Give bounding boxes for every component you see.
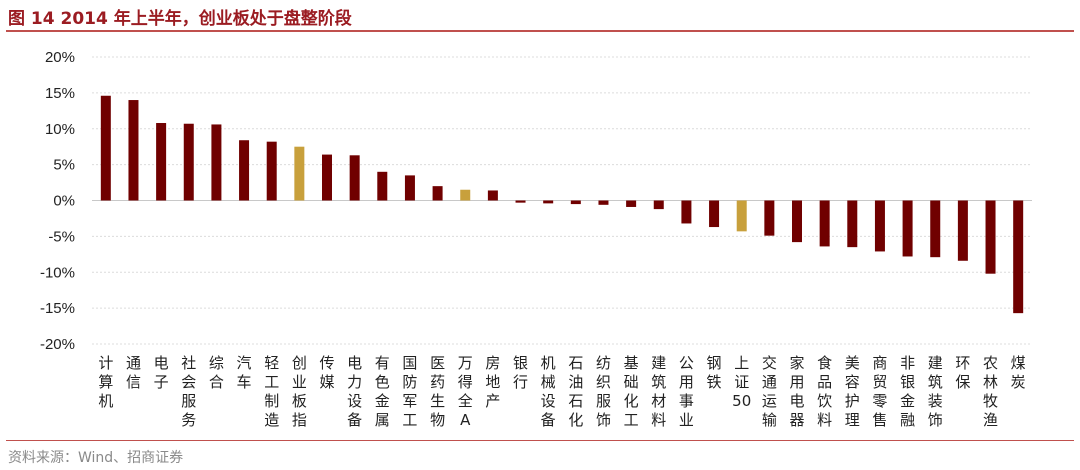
category-label: 综合 xyxy=(209,354,224,391)
grid-lines xyxy=(92,56,1032,345)
category-label: 农林牧渔 xyxy=(983,354,998,429)
bar-9 xyxy=(322,154,332,201)
category-label: 医药生物 xyxy=(430,354,445,429)
bar-15 xyxy=(487,190,498,201)
category-label: 食品饮料 xyxy=(817,354,832,429)
category-label: 机械设备 xyxy=(541,354,556,429)
bar-chart: 20% 15% 10% 5% 0% -5% -10% -15% -20% 计算机通信电子社会服务… xyxy=(40,49,1032,429)
x-axis-categories: 计算机通信电子社会服务综合汽车轻工制造创业板指传媒电力设备有色金属国防军工医药生… xyxy=(98,354,1025,429)
bar-5 xyxy=(211,124,222,201)
category-label: 建筑材料 xyxy=(651,354,666,429)
bar-25 xyxy=(764,200,775,236)
bar-2 xyxy=(128,100,139,201)
y-tick-label: 5% xyxy=(53,157,75,174)
y-tick-label: -5% xyxy=(48,228,75,245)
category-label: 万得全 A xyxy=(458,354,473,429)
category-label: 传媒 xyxy=(319,354,334,391)
y-tick-label: 10% xyxy=(45,121,75,138)
category-label: 房地产 xyxy=(485,354,500,410)
bar-27 xyxy=(819,200,830,247)
category-label: 钢铁 xyxy=(707,354,722,391)
category-label: 有色金属 xyxy=(375,354,390,429)
bar-11 xyxy=(377,171,388,201)
y-tick-label: 0% xyxy=(53,193,75,210)
bar-20 xyxy=(626,200,637,207)
chart-title: 图 14 2014 年上半年，创业板处于盘整阶段 xyxy=(8,9,352,29)
bar-12 xyxy=(404,175,415,201)
bar-28 xyxy=(847,200,858,248)
category-label: 环保 xyxy=(955,354,970,391)
bar-4 xyxy=(183,123,194,201)
bar-7 xyxy=(266,141,277,201)
bar-16 xyxy=(515,200,526,203)
bar-34 xyxy=(1013,200,1024,314)
y-tick-label: -15% xyxy=(40,300,75,317)
category-label: 建筑装饰 xyxy=(928,354,943,429)
y-axis-ticks: 20% 15% 10% 5% 0% -5% -10% -15% -20% xyxy=(40,49,75,353)
category-label: 纺织服饰 xyxy=(596,354,611,429)
bar-21 xyxy=(653,200,664,210)
category-label: 创业板指 xyxy=(292,354,307,429)
bar-33 xyxy=(985,200,996,274)
bar-22 xyxy=(681,200,692,224)
bars xyxy=(100,95,1024,314)
bar-30 xyxy=(902,200,913,257)
footer-divider xyxy=(6,440,1074,441)
category-label: 电子 xyxy=(154,354,169,391)
bar-3 xyxy=(156,123,167,201)
bar-19 xyxy=(598,200,609,205)
category-label: 交通运输 xyxy=(762,354,777,429)
category-label: 国防军工 xyxy=(402,354,417,429)
bar-10 xyxy=(349,155,360,201)
bar-13 xyxy=(432,186,443,201)
bar-6 xyxy=(239,140,250,201)
y-tick-label: 20% xyxy=(45,49,75,66)
bar-24 xyxy=(736,200,747,232)
source-note: 资料来源：Wind、招商证券 xyxy=(8,450,184,466)
bar-26 xyxy=(792,200,802,243)
bar-18 xyxy=(570,200,581,205)
category-label: 家用电器 xyxy=(789,354,804,429)
category-label: 非银金融 xyxy=(900,354,915,429)
bar-29 xyxy=(874,200,885,252)
category-label: 社会服务 xyxy=(181,354,196,429)
category-label: 基础化工 xyxy=(624,354,639,429)
category-label: 公用事业 xyxy=(679,354,694,429)
bar-31 xyxy=(930,200,941,258)
category-label: 通信 xyxy=(126,354,141,391)
category-label: 美容护理 xyxy=(845,354,860,429)
y-tick-label: 15% xyxy=(45,85,75,102)
category-label: 银行 xyxy=(513,354,528,391)
bar-14 xyxy=(460,189,471,201)
category-label: 煤炭 xyxy=(1011,354,1026,391)
category-label: 汽车 xyxy=(237,354,252,391)
y-tick-label: -20% xyxy=(40,336,75,353)
bar-1 xyxy=(100,95,111,201)
category-label: 电力设备 xyxy=(347,354,362,429)
bar-32 xyxy=(957,200,968,261)
y-tick-label: -10% xyxy=(40,264,75,281)
category-label: 商贸零售 xyxy=(872,354,887,429)
category-label: 石油石化 xyxy=(568,354,583,429)
title-divider xyxy=(6,30,1074,32)
bar-8 xyxy=(294,146,305,201)
bar-23 xyxy=(709,200,720,228)
category-label: 上证 50 xyxy=(732,354,751,410)
bar-17 xyxy=(543,200,554,204)
category-label: 计算机 xyxy=(98,354,113,410)
category-label: 轻工制造 xyxy=(264,354,279,429)
